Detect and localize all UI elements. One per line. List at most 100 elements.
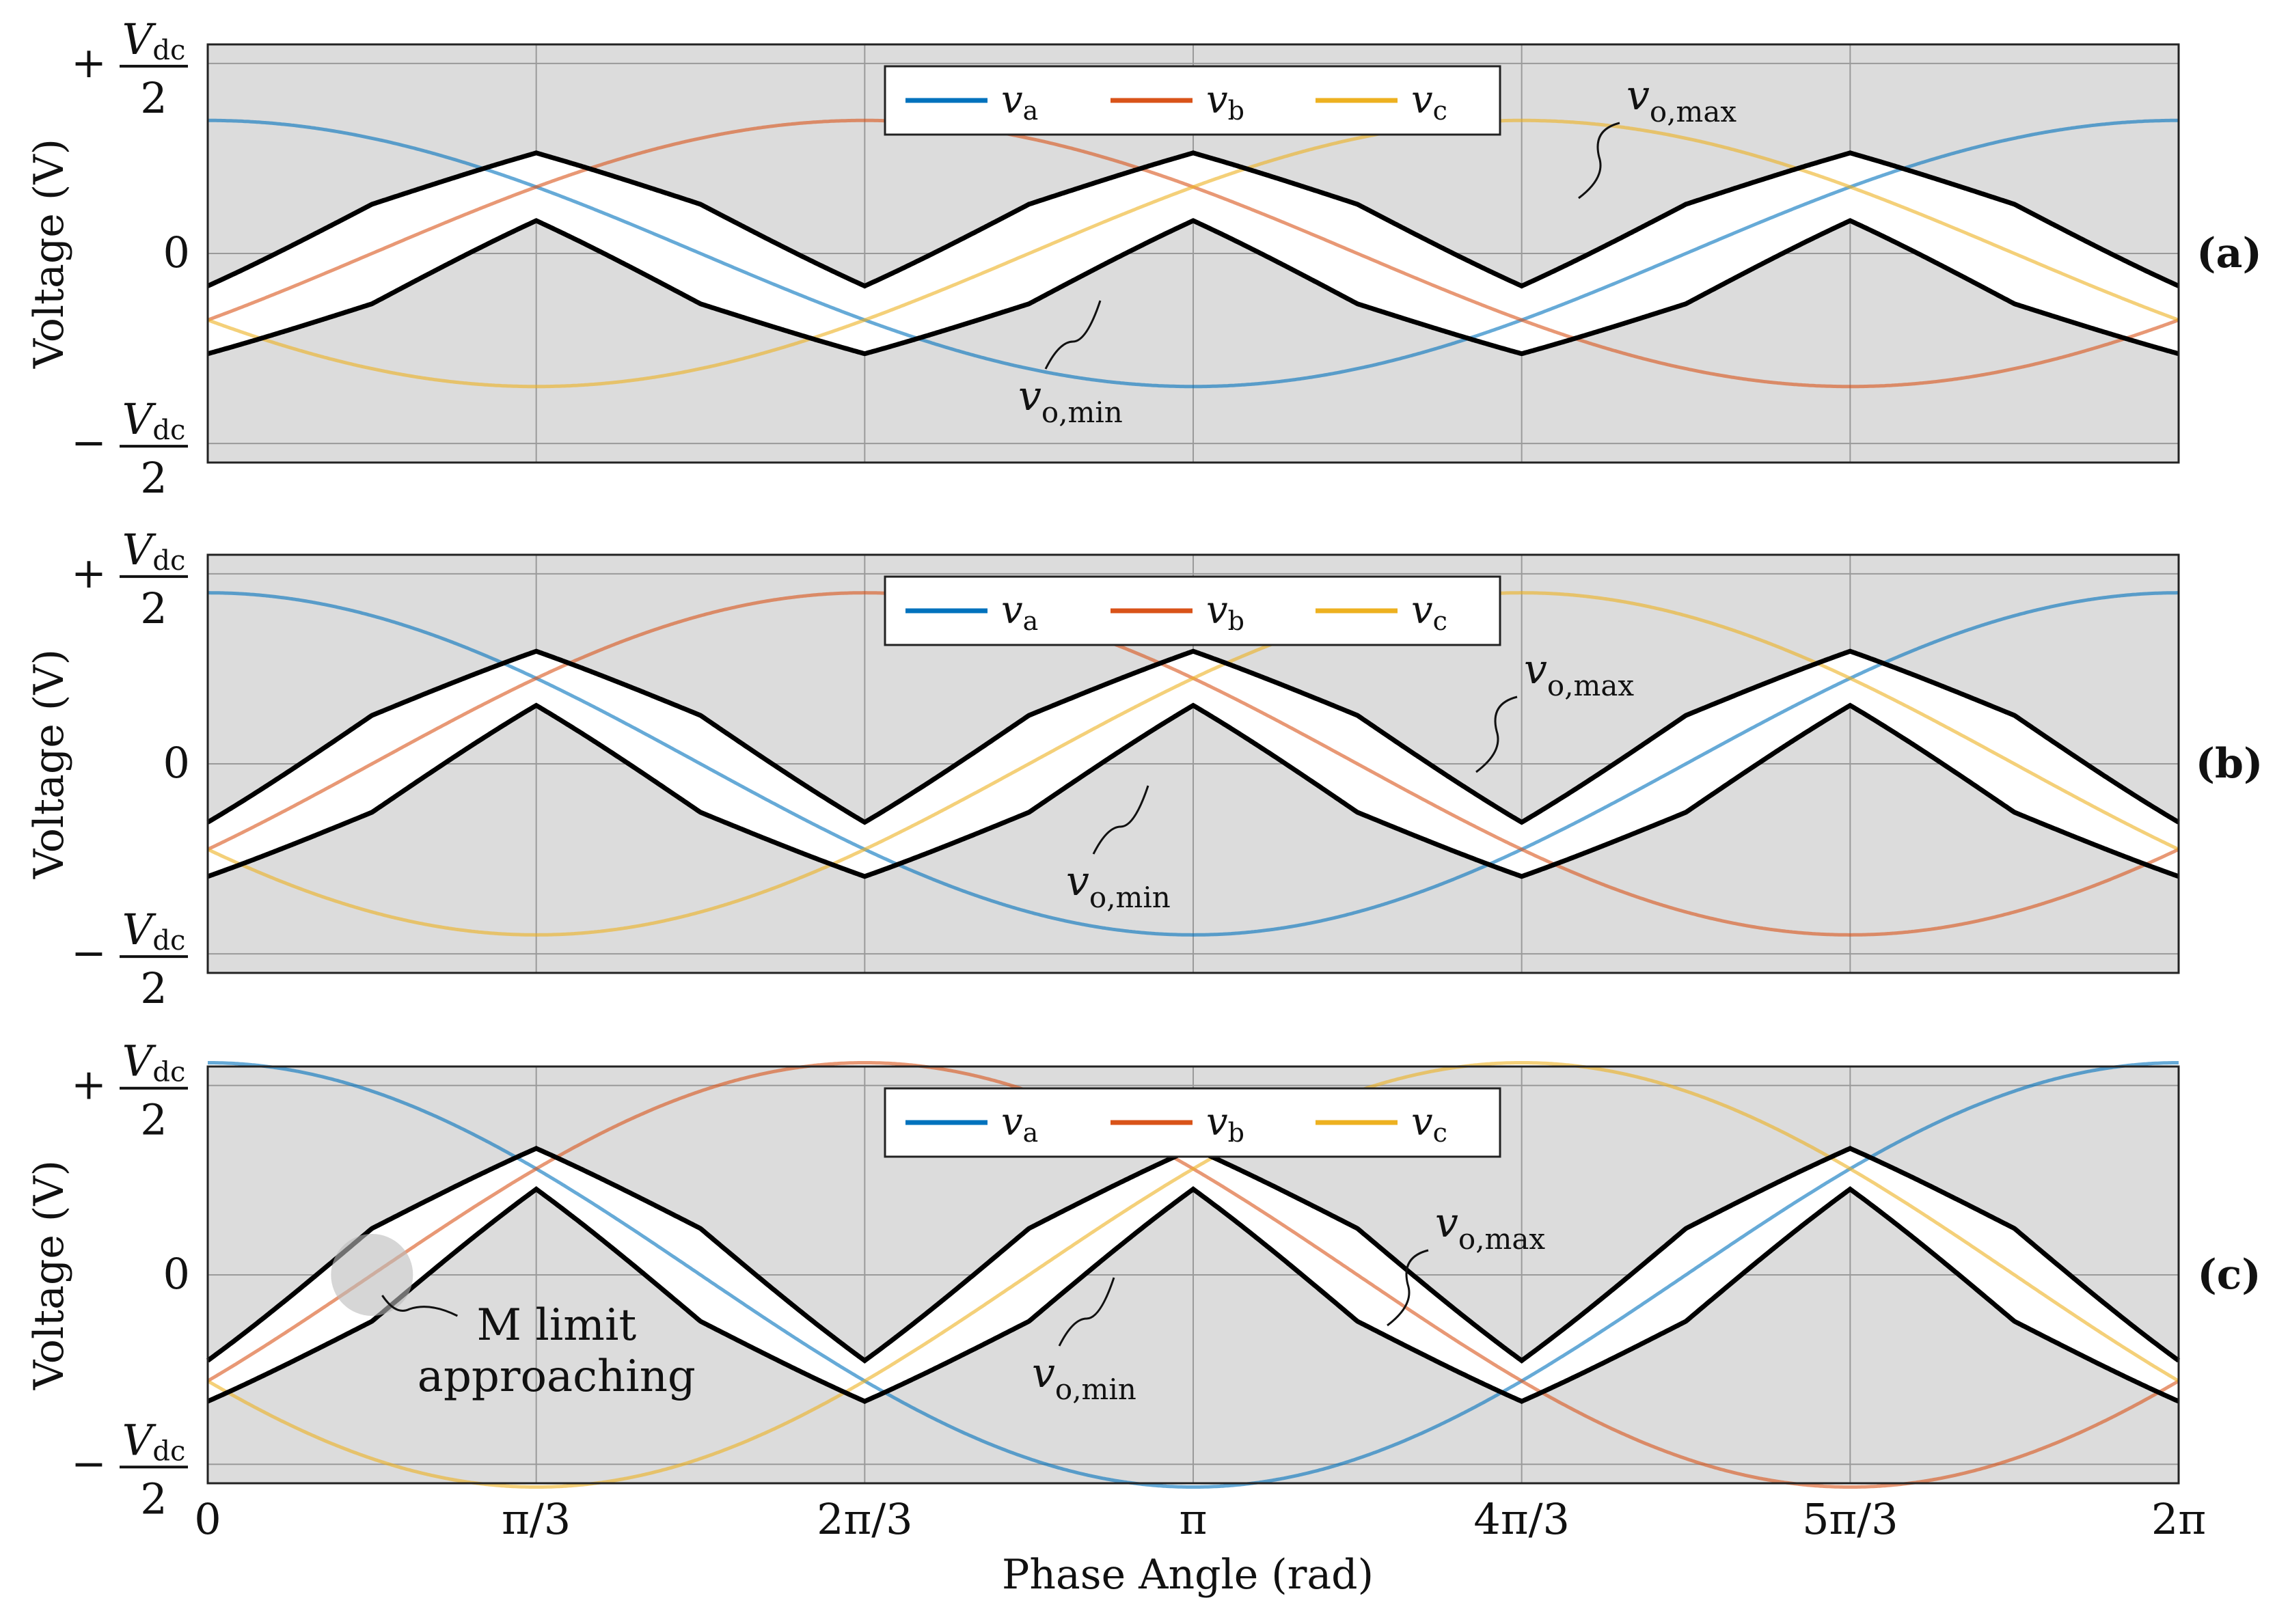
x-tick-label: 5π/3: [1802, 1494, 1898, 1544]
y-tick-label: 0: [163, 228, 190, 277]
legend-main: v: [1411, 588, 1433, 633]
legend-sub: c: [1433, 96, 1447, 126]
envelope-vo-min: [206, 1186, 2180, 1404]
axes-box: [206, 43, 2180, 464]
y-tick-label: 0: [163, 738, 190, 788]
legend: va vb vc: [884, 65, 1501, 136]
ann-sub: o,max: [1547, 669, 1635, 702]
y-axis-title: Voltage (V): [25, 1160, 73, 1390]
legend-sub: a: [1023, 1118, 1039, 1148]
y-axis-title: Voltage (V): [25, 649, 73, 879]
y-tick-numerator: Vdc: [122, 1036, 186, 1088]
x-tick-label: π: [1180, 1494, 1208, 1544]
y-tick-label: 0: [163, 1249, 190, 1299]
x-tick-label: 2π/3: [817, 1494, 913, 1544]
legend-main: v: [1411, 1100, 1433, 1144]
x-tick-label: 0: [194, 1494, 221, 1544]
ann-sub: o,min: [1055, 1373, 1136, 1406]
envelope-vo-min: [207, 218, 2179, 357]
legend-main: v: [1206, 588, 1228, 633]
legend-sub: a: [1023, 606, 1039, 636]
ann-sub: o,min: [1041, 396, 1123, 429]
label-vo-max: vo,max: [1626, 72, 1736, 128]
label-vo-min: vo,min: [1032, 1349, 1136, 1406]
legend-label-va: va: [1001, 1100, 1038, 1148]
panel-label: (b): [2196, 740, 2263, 788]
y-tick-denominator: 2: [140, 453, 167, 503]
x-tick-label: 4π/3: [1473, 1494, 1570, 1544]
label-vo-min: vo,min: [1066, 857, 1171, 914]
label-vo-max: vo,max: [1435, 1199, 1545, 1256]
legend-sub: b: [1228, 96, 1244, 126]
legend-main: v: [1206, 78, 1228, 122]
y-tick-main: V: [122, 1036, 157, 1086]
y-tick-sign: −: [71, 928, 107, 978]
legend: va vb vc: [884, 1087, 1501, 1158]
y-tick-numerator: Vdc: [122, 525, 186, 577]
axes-box: [206, 1065, 2180, 1485]
ann-main: v: [1626, 72, 1650, 120]
leader-vo-max: [1387, 1249, 1429, 1327]
y-tick-denominator: 2: [140, 1095, 167, 1145]
envelope-vo-max: [206, 648, 2180, 825]
y-tick-sub: dc: [152, 1057, 185, 1088]
y-tick-sign: +: [71, 38, 107, 87]
ann-main: v: [1018, 372, 1041, 420]
legend-label-va: va: [1001, 588, 1038, 636]
operating-window: [208, 651, 2179, 877]
panel-label: (c): [2197, 1251, 2261, 1299]
ann-sub: o,max: [1458, 1222, 1546, 1256]
series-vc: [207, 118, 2179, 389]
y-tick-main: V: [122, 1415, 157, 1465]
legend-label-vc: vc: [1411, 588, 1447, 636]
legend-label-va: va: [1001, 78, 1038, 126]
legend-sub: c: [1433, 606, 1447, 636]
ann-main: v: [1524, 646, 1547, 693]
y-tick-denominator: 2: [140, 963, 167, 1013]
ann-main: v: [1435, 1199, 1458, 1247]
axes-box: [206, 553, 2180, 974]
x-tick-label: 2π: [2151, 1494, 2206, 1544]
y-tick-sub: dc: [152, 1435, 185, 1467]
y-tick-sub: dc: [152, 545, 185, 577]
legend-sub: b: [1228, 606, 1244, 636]
x-axis-title: Phase Angle (rad): [1002, 1551, 1374, 1599]
annotation-line-2: approaching: [418, 1351, 696, 1402]
y-tick-main: V: [122, 525, 157, 575]
x-tick-labels: 0 π/3 2π/3 π 4π/3 5π/3 2π: [194, 1494, 2206, 1544]
legend: va vb vc: [884, 575, 1501, 646]
ann-main: v: [1066, 857, 1089, 905]
legend-label-vb: vb: [1206, 1100, 1244, 1148]
y-tick-numerator: Vdc: [122, 1415, 186, 1467]
y-tick-denominator: 2: [140, 583, 167, 633]
leader-vo-max: [1475, 696, 1518, 773]
label-vo-max: vo,max: [1524, 646, 1634, 702]
y-axis-title: Voltage (V): [25, 139, 73, 369]
legend-label-vc: vc: [1411, 1100, 1447, 1148]
leader-vo-min: [1058, 1277, 1115, 1347]
y-tick-sub: dc: [152, 925, 185, 956]
panel-label: (a): [2196, 230, 2262, 277]
legend-sub: c: [1433, 1118, 1447, 1148]
y-tick-sign: +: [71, 1060, 107, 1110]
y-tick-sub: dc: [152, 35, 185, 66]
ann-main: v: [1032, 1349, 1055, 1397]
legend-sub: b: [1228, 1118, 1244, 1148]
y-tick-sign: +: [71, 548, 107, 598]
y-tick-sign: −: [71, 1438, 107, 1488]
series-vc: [206, 591, 2180, 937]
y-tick-main: V: [122, 14, 157, 64]
legend-main: v: [1001, 78, 1023, 122]
y-tick-numerator: Vdc: [122, 905, 186, 956]
y-tick-main: V: [122, 394, 157, 444]
leader-vo-min: [1044, 300, 1102, 370]
y-tick-denominator: 2: [140, 73, 167, 123]
y-tick-main: V: [122, 905, 157, 954]
series-vc: [206, 1061, 2180, 1489]
legend-label-vb: vb: [1206, 588, 1244, 636]
